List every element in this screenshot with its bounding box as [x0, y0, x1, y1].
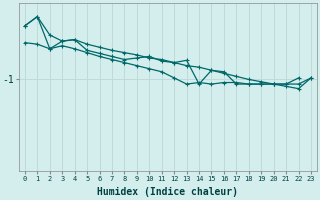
X-axis label: Humidex (Indice chaleur): Humidex (Indice chaleur) — [98, 187, 238, 197]
